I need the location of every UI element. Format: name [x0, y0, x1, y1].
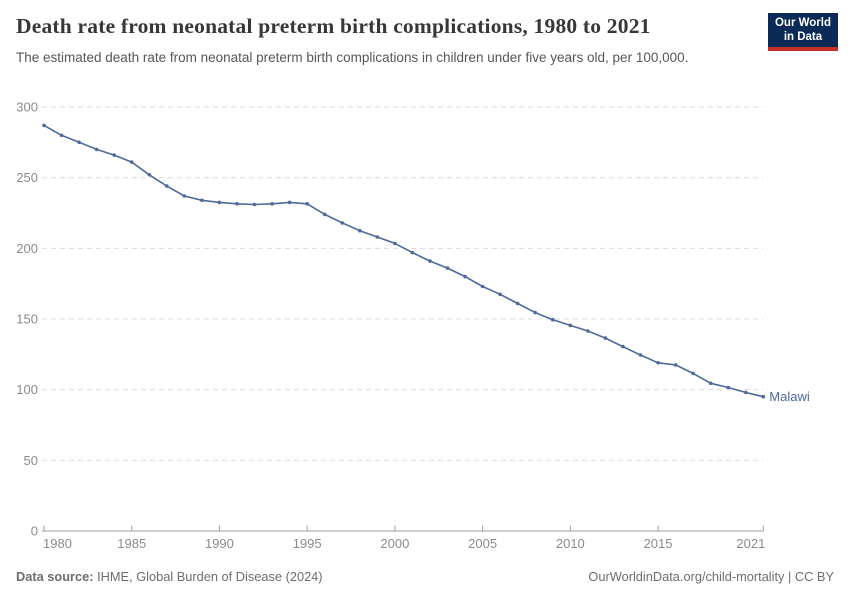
data-point[interactable]: [393, 241, 397, 246]
x-tick-label: 2005: [468, 536, 497, 551]
x-tick-label: 2010: [556, 536, 585, 551]
data-point[interactable]: [129, 160, 134, 164]
y-tick-label: 300: [16, 100, 38, 115]
data-point[interactable]: [112, 153, 116, 157]
data-point[interactable]: [515, 301, 520, 306]
data-source-label: Data source:: [16, 569, 94, 584]
data-point[interactable]: [42, 123, 46, 128]
data-point[interactable]: [270, 202, 274, 206]
owid-logo-line2: in Data: [783, 30, 823, 43]
data-point[interactable]: [182, 194, 187, 198]
data-point[interactable]: [340, 221, 345, 225]
data-point[interactable]: [726, 385, 730, 390]
data-source-value: IHME, Global Burden of Disease (2024): [93, 569, 323, 584]
data-point[interactable]: [77, 140, 81, 145]
x-tick-label: 2021: [736, 536, 765, 551]
y-tick-label: 50: [24, 453, 38, 468]
data-point[interactable]: [586, 329, 590, 333]
data-point[interactable]: [235, 202, 239, 206]
data-point[interactable]: [147, 173, 152, 177]
x-tick-label: 1980: [43, 536, 72, 551]
credit-link[interactable]: OurWorldinData.org/child-mortality | CC …: [588, 569, 834, 584]
y-tick-label: 100: [16, 382, 38, 397]
data-point[interactable]: [445, 266, 450, 270]
data-point[interactable]: [59, 133, 64, 138]
data-point[interactable]: [621, 344, 625, 349]
data-point[interactable]: [498, 292, 502, 297]
data-point[interactable]: [708, 381, 713, 386]
data-point[interactable]: [480, 284, 485, 289]
data-point[interactable]: [305, 202, 310, 206]
data-point[interactable]: [744, 390, 748, 395]
data-point[interactable]: [217, 200, 222, 205]
data-point[interactable]: [638, 353, 643, 357]
data-point[interactable]: [656, 361, 660, 365]
data-point[interactable]: [603, 336, 608, 340]
data-point[interactable]: [375, 235, 380, 239]
data-point[interactable]: [200, 198, 204, 203]
data-point[interactable]: [673, 363, 678, 367]
owid-logo[interactable]: Our World in Data: [767, 13, 838, 51]
data-point[interactable]: [551, 317, 555, 322]
data-point[interactable]: [568, 323, 573, 328]
data-point[interactable]: [287, 200, 292, 205]
data-point[interactable]: [533, 310, 537, 315]
y-tick-label: 250: [16, 170, 38, 185]
data-source: Data source: IHME, Global Burden of Dise…: [16, 569, 323, 584]
chart-subtitle: The estimated death rate from neonatal p…: [16, 50, 689, 65]
x-tick-label: 1985: [117, 536, 146, 551]
data-point[interactable]: [691, 371, 695, 376]
data-point[interactable]: [165, 184, 169, 188]
x-tick-label: 2000: [380, 536, 409, 551]
x-tick-label: 1995: [293, 536, 322, 551]
data-line[interactable]: [43, 124, 765, 398]
y-tick-label: 200: [16, 241, 38, 256]
x-tick-label: 1990: [205, 536, 234, 551]
owid-logo-line1: Our World: [774, 17, 831, 29]
data-point[interactable]: [252, 202, 257, 207]
data-point[interactable]: [358, 228, 362, 233]
x-tick-label: 2015: [644, 536, 673, 551]
data-point[interactable]: [761, 394, 766, 399]
y-tick-label: 0: [31, 524, 38, 539]
data-point[interactable]: [94, 147, 99, 152]
page-title: Death rate from neonatal preterm birth c…: [16, 14, 651, 38]
data-point[interactable]: [463, 274, 467, 279]
data-point[interactable]: [322, 212, 327, 217]
y-tick-label: 150: [16, 312, 38, 327]
data-point[interactable]: [428, 259, 432, 263]
data-point[interactable]: [410, 250, 415, 255]
series-end-label[interactable]: Malawi: [769, 389, 810, 404]
